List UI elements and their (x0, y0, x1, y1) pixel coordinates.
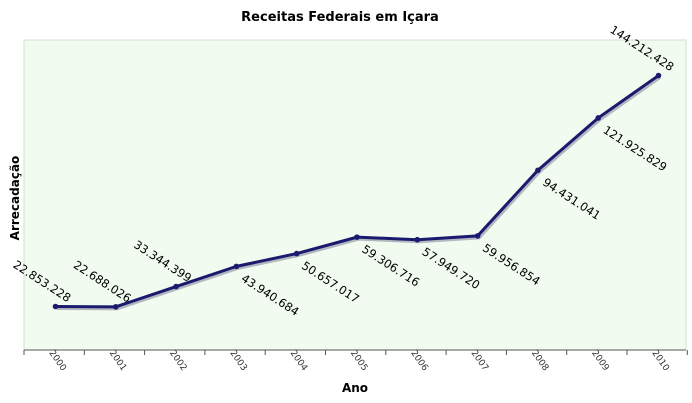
data-point (233, 263, 240, 270)
y-axis-title: Arrecadação (8, 156, 22, 241)
x-tick-label: 2003 (227, 349, 248, 373)
x-tick-label: 2000 (46, 349, 67, 374)
data-point (52, 303, 59, 310)
x-tick-label: 2005 (348, 349, 369, 373)
data-point (414, 236, 421, 243)
x-axis-title: Ano (342, 381, 368, 395)
series-line (52, 72, 662, 311)
x-tick-label: 2001 (107, 349, 128, 373)
x-tick-label: 2010 (649, 349, 670, 374)
data-point (354, 234, 360, 240)
plot-area (23, 39, 687, 351)
data-point (535, 167, 541, 174)
data-point (293, 250, 300, 257)
chart-title: Receitas Federais em Içara (241, 10, 439, 25)
x-tick-label: 2006 (408, 349, 429, 374)
x-tick-label: 2002 (167, 349, 188, 373)
data-point (113, 304, 119, 310)
data-point (173, 283, 179, 290)
data-point (655, 72, 662, 79)
x-tick-label: 2008 (529, 349, 550, 374)
x-tick-label: 2009 (589, 349, 610, 374)
x-tick-label: 2007 (469, 349, 490, 373)
data-point (595, 115, 601, 121)
x-ticks: 2000 2001 2002 2003 2004 2005 2006 2007 2008 2009… (23, 349, 688, 374)
data-point (474, 233, 481, 239)
x-tick-label: 2004 (288, 349, 309, 374)
